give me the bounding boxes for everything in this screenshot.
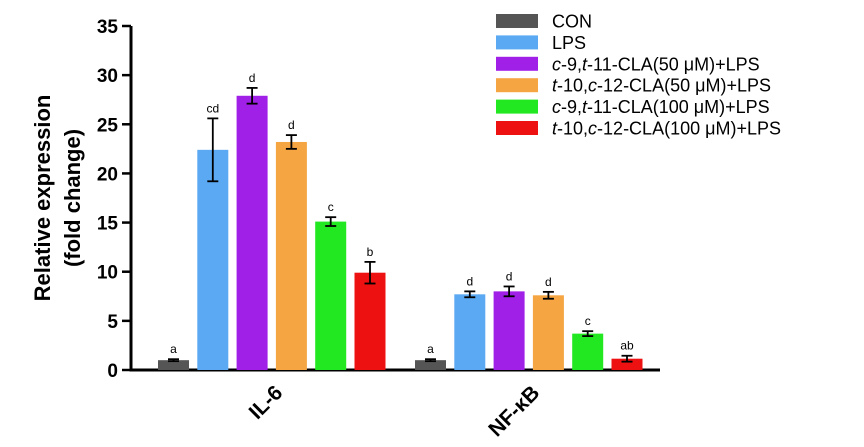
y-tick-label: 15 [97, 214, 119, 235]
significance-label: d [545, 275, 552, 289]
bar [197, 149, 229, 370]
error-bar [464, 290, 476, 299]
bar [572, 333, 604, 370]
error-bar [582, 330, 594, 337]
legend-label: t-10,c-12-CLA(100 μM)+LPS [552, 119, 781, 139]
bar [454, 294, 486, 370]
legend-swatch [496, 78, 538, 93]
error-bar [364, 260, 376, 285]
y-tick-label: 5 [107, 312, 118, 333]
legend-swatch [496, 99, 538, 114]
significance-label: d [506, 269, 513, 283]
x-category-label: NF-κB [484, 381, 544, 441]
bar [315, 221, 347, 370]
bar [275, 141, 307, 370]
y-axis-title-line-2: (fold change) [60, 129, 85, 267]
legend-label: c-9,t-11-CLA(100 μM)+LPS [552, 97, 770, 117]
significance-label: d [249, 71, 256, 85]
error-bar [207, 117, 219, 183]
y-axis-title: Relative expression (fold change) [30, 95, 85, 302]
legend-label: LPS [552, 33, 586, 53]
bar [493, 291, 525, 370]
y-tick-label: 35 [97, 17, 119, 38]
significance-label: ab [620, 339, 634, 353]
legend-swatch [496, 14, 538, 28]
x-category-label: IL-6 [245, 381, 288, 424]
y-axis-title-line-1: Relative expression [30, 95, 55, 302]
error-bar [246, 87, 258, 105]
y-tick-label: 0 [107, 361, 118, 382]
bar [354, 272, 386, 370]
significance-label: d [466, 274, 473, 288]
bar [158, 360, 189, 370]
y-tick-label: 30 [97, 66, 118, 87]
significance-label: a [427, 342, 434, 356]
y-axis-ticks: 0 5 10 15 20 25 30 35 [97, 17, 131, 382]
bar [236, 95, 268, 370]
error-bar [503, 285, 515, 298]
legend-swatch [496, 35, 538, 50]
error-bar [542, 290, 554, 300]
bar [611, 358, 643, 370]
bars: a cd d d c b a d d d c ab [158, 71, 643, 370]
bar [532, 295, 564, 370]
x-axis-labels: IL-6 NF-κB [245, 381, 545, 441]
significance-label: cd [206, 101, 219, 115]
significance-label: a [170, 342, 177, 356]
bar [415, 360, 446, 370]
legend-swatch [496, 121, 538, 135]
significance-label: b [367, 245, 374, 259]
significance-label: d [288, 118, 295, 132]
y-tick-label: 20 [97, 164, 118, 185]
significance-label: c [585, 314, 591, 328]
legend-label: t-10,c-12-CLA(50 μM)+LPS [552, 76, 771, 96]
error-bar [285, 134, 297, 150]
legend-label: CON [552, 12, 592, 32]
error-bar [425, 358, 436, 363]
error-bar [621, 354, 633, 363]
error-bar [168, 358, 179, 363]
significance-label: c [328, 200, 334, 214]
legend-swatch [496, 56, 538, 71]
y-tick-label: 25 [97, 115, 119, 136]
legend-label: c-9,t-11-CLA(50 μM)+LPS [552, 54, 760, 74]
y-tick-label: 10 [97, 263, 118, 284]
error-bar [325, 216, 337, 227]
